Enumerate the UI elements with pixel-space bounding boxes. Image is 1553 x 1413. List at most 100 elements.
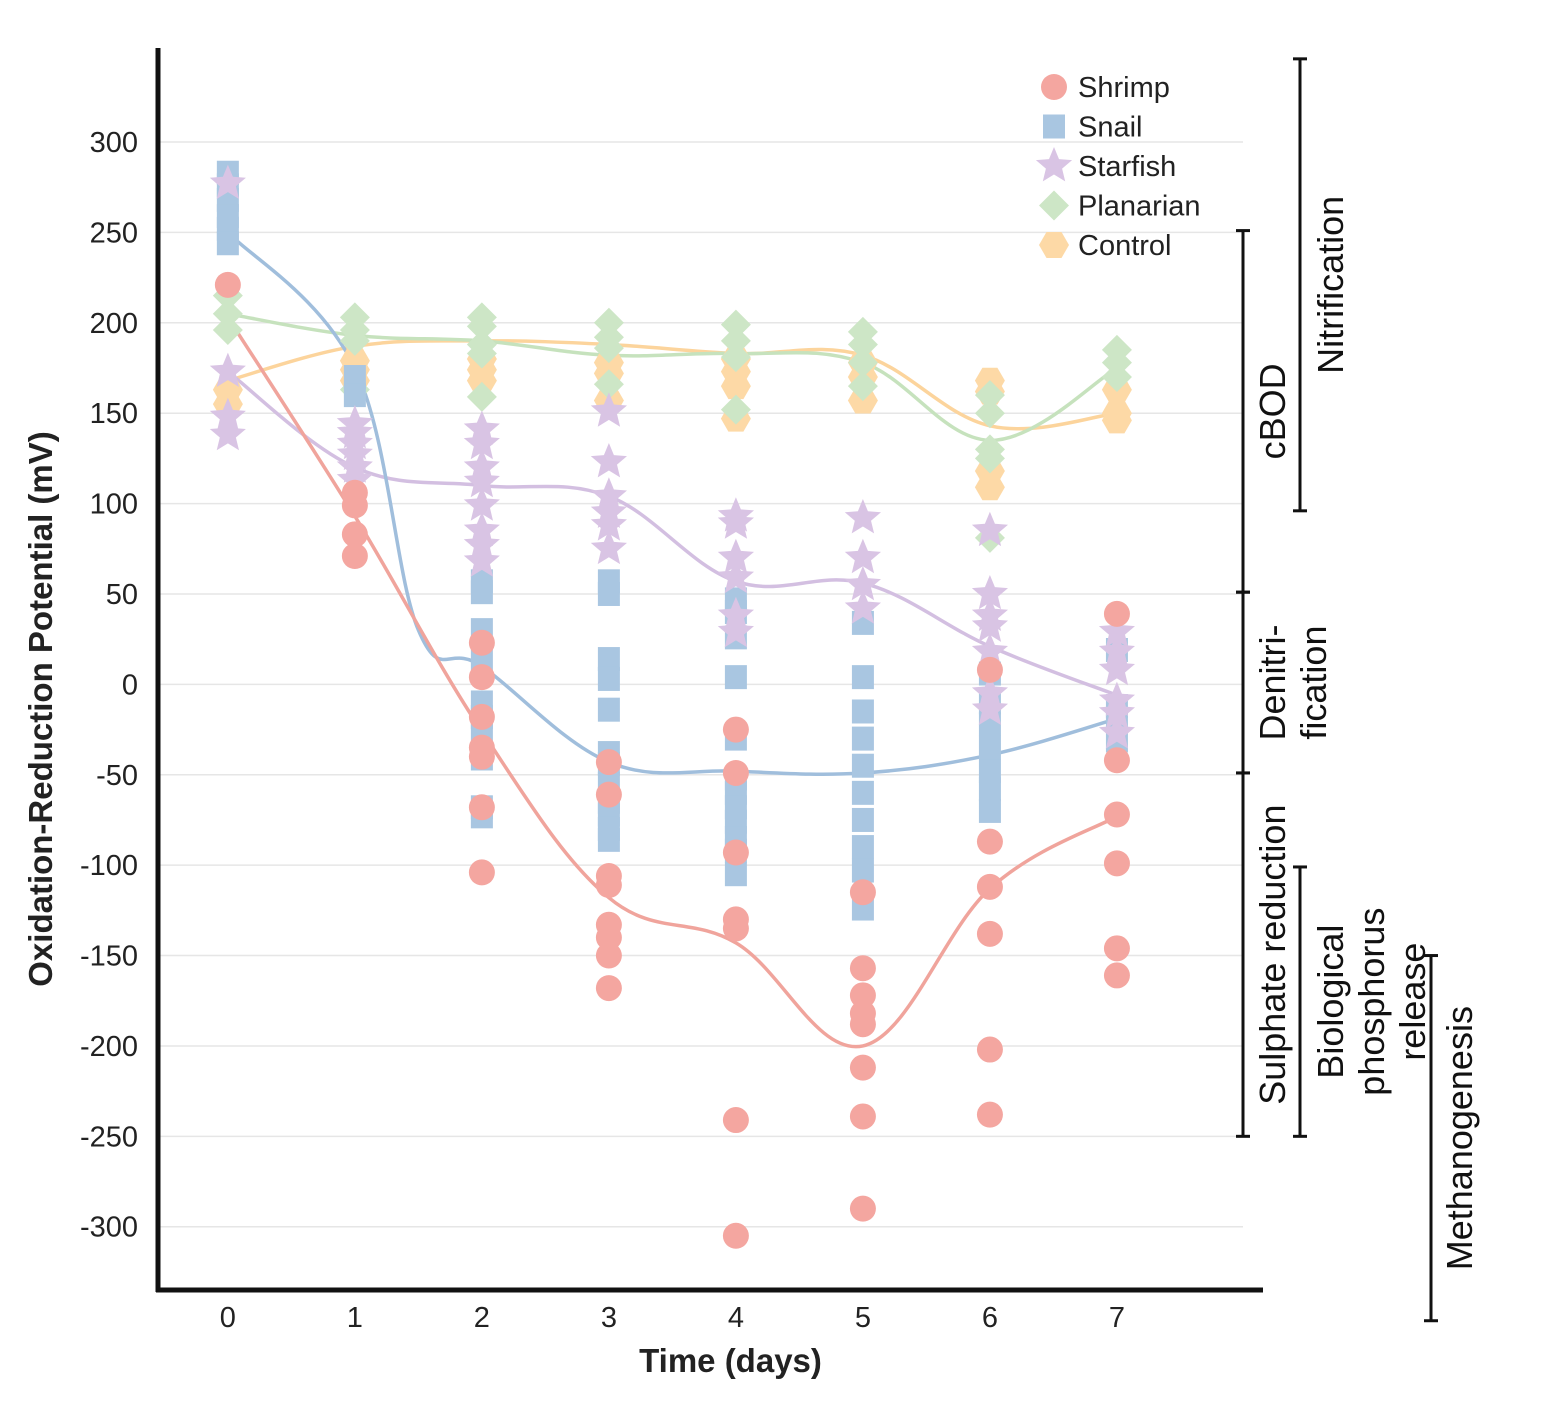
starfish-point — [590, 443, 627, 478]
legend-label-control: Control — [1078, 230, 1172, 262]
shrimp-point — [849, 1195, 876, 1222]
shrimp-point — [849, 1054, 876, 1081]
planarian-point — [720, 325, 751, 356]
starfish-point — [844, 565, 881, 601]
x-tick-label: 2 — [474, 1302, 490, 1334]
starfish-point — [590, 529, 627, 565]
planarian-point — [466, 311, 497, 342]
shrimp-point — [595, 942, 622, 969]
shrimp-point — [341, 492, 368, 519]
planarian-legend-marker — [1039, 190, 1069, 221]
shrimp-point — [849, 1103, 876, 1130]
x-tick-label: 0 — [220, 1302, 236, 1334]
y-tick-label: 0 — [122, 669, 138, 701]
starfish-point — [844, 538, 881, 574]
planarian-point — [847, 347, 878, 378]
shrimp-point — [849, 879, 876, 906]
snail-point — [978, 759, 1001, 784]
starfish-point — [590, 506, 627, 541]
planarian-point — [720, 394, 751, 425]
control-point — [1101, 407, 1132, 434]
planarian-point — [974, 380, 1005, 411]
planarian-point — [720, 342, 751, 373]
snail-point — [597, 666, 620, 691]
snail-point — [978, 777, 1001, 802]
planarian-point — [847, 371, 878, 402]
snail-point — [978, 735, 1001, 760]
shrimp-point — [595, 975, 622, 1002]
snail-point — [470, 580, 493, 605]
planarian-point — [847, 329, 878, 360]
shrimp-point — [976, 873, 1003, 900]
starfish-point — [463, 424, 500, 460]
starfish-point — [971, 575, 1008, 610]
starfish-point — [1098, 714, 1135, 749]
x-tick-label: 7 — [1109, 1302, 1125, 1334]
snail-point — [597, 697, 620, 722]
legend: Shrimp Snail Starfish Planarian Control — [1035, 72, 1201, 262]
legend-label-shrimp: Shrimp — [1078, 72, 1170, 104]
starfish-point — [971, 690, 1008, 725]
gridlines — [158, 141, 1243, 1228]
shrimp-point — [976, 656, 1003, 683]
zone-label-line: phosphorus — [1351, 908, 1392, 1096]
starfish-point — [844, 499, 881, 534]
planarian-point — [212, 315, 243, 346]
snail-point — [851, 858, 874, 883]
shrimp-point — [849, 982, 876, 1009]
snail-point — [851, 807, 874, 832]
shrimp-point — [722, 1107, 749, 1134]
zone-label: Denitri-fication — [1252, 625, 1334, 741]
zone-label-line: release — [1392, 943, 1433, 1061]
legend-label-starfish: Starfish — [1078, 151, 1176, 183]
starfish-trend-line — [226, 369, 1119, 697]
shrimp-point — [1103, 600, 1130, 627]
planarian-trend-line — [226, 312, 1119, 443]
starfish-point — [717, 558, 754, 594]
y-tick-label: -200 — [80, 1031, 138, 1063]
snail-point — [216, 231, 239, 256]
shrimp-point — [595, 749, 622, 776]
snail-point — [978, 798, 1001, 823]
zone-label-line: Biological — [1310, 925, 1351, 1079]
y-tick-label: 100 — [90, 489, 138, 521]
shrimp-point — [849, 1011, 876, 1038]
shrimp-point — [1103, 801, 1130, 828]
control-trend-line — [226, 339, 1119, 431]
shrimp-point — [722, 716, 749, 743]
shrimp-point — [468, 703, 495, 730]
snail-point — [851, 699, 874, 724]
starfish-point — [209, 164, 246, 199]
shrimp-point — [468, 629, 495, 656]
snail-point — [851, 665, 874, 690]
snail-point — [724, 862, 747, 887]
starfish-point — [717, 504, 754, 539]
shrimp-point — [849, 955, 876, 982]
shrimp-point — [214, 271, 241, 298]
shrimp-point — [722, 759, 749, 786]
shrimp-point — [1103, 850, 1130, 877]
y-axis-title: Oxidation-Reduction Potential (mV) — [22, 431, 59, 987]
starfish-point — [971, 607, 1008, 642]
process-zones: Nitrification cBOD Denitri-fication Sulphat… — [1236, 57, 1480, 1323]
planarian-point — [339, 325, 370, 356]
shrimp-point — [341, 521, 368, 548]
starfish-point — [463, 486, 500, 521]
x-tick-label: 3 — [601, 1302, 617, 1334]
starfish-point — [463, 462, 500, 498]
zone-label: Biologicalphosphorusrelease — [1310, 908, 1433, 1096]
starfish-point — [1098, 694, 1135, 729]
shrimp-point — [1103, 935, 1130, 962]
y-tick-label: -300 — [80, 1212, 138, 1244]
control-point — [720, 373, 751, 400]
snail-point — [597, 581, 620, 606]
planarian-point — [212, 298, 243, 329]
x-axis-title: Time (days) — [639, 1342, 822, 1379]
shrimp-point — [976, 828, 1003, 855]
zone-label-line: Methanogenesis — [1439, 1006, 1480, 1270]
starfish-point — [463, 542, 500, 577]
planarian-point — [1101, 362, 1132, 393]
x-tick-label: 5 — [855, 1302, 871, 1334]
y-tick-label: -150 — [80, 941, 138, 973]
shrimp-point — [468, 859, 495, 886]
